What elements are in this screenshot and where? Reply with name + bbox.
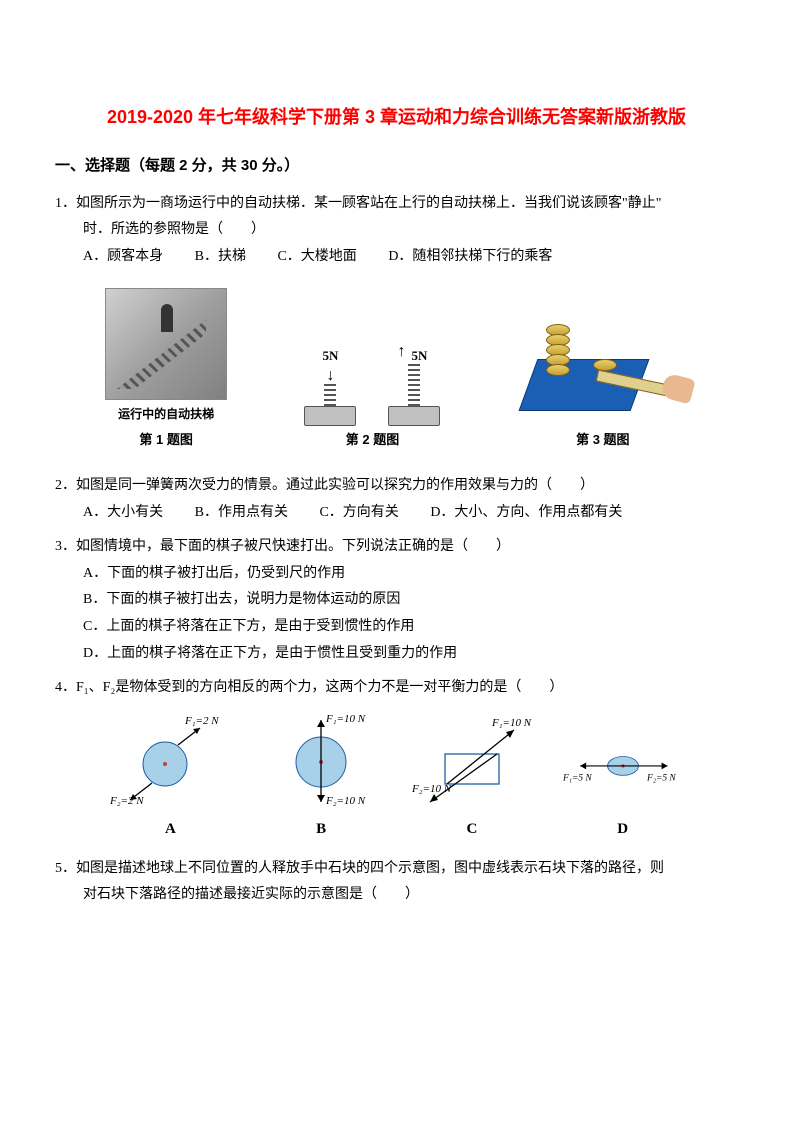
q2-opt-d: D．大小、方向、作用点都有关: [430, 505, 622, 520]
q3-opt-c: C．上面的棋子将落在正下方，是由于受到惯性的作用: [55, 614, 738, 641]
svg-text:F₂=5 N: F₂=5 N: [646, 773, 676, 783]
q4-label-b: B: [261, 815, 381, 844]
svg-text:F₂=10 N: F₂=10 N: [325, 795, 366, 807]
q4-text: 4．F₁、F₂是物体受到的方向相反的两个力，这两个力不是一对平衡力的是（ ）: [55, 675, 738, 702]
q1-opt-a: A．顾客本身: [83, 249, 163, 264]
question-2: 2．如图是同一弹簧两次受力的情景。通过此实验可以探究力的作用效果与力的（ ） A…: [55, 473, 738, 526]
spring-base-1: [304, 406, 356, 426]
q3-opt-d: D．上面的棋子将落在正下方，是由于惯性且受到重力的作用: [55, 641, 738, 668]
question-1: 1．如图所示为一商场运行中的自动扶梯．某一顾客站在上行的自动扶梯上．当我们说该顾…: [55, 191, 738, 271]
force-diagram-d-icon: F₁=5 N F₂=5 N: [563, 712, 683, 807]
q1-line2: 时．所选的参照物是（ ）: [55, 217, 738, 244]
figure-2: 5N ↓ ↑ 5N 第 2 题图: [287, 326, 457, 453]
exam-page: 2019-2020 年七年级科学下册第 3 章运动和力综合训练无答案新版浙教版 …: [0, 0, 793, 1122]
q3-text: 3．如图情境中，最下面的棋子被尺快速打出。下列说法正确的是（ ）: [55, 534, 738, 561]
page-title: 2019-2020 年七年级科学下册第 3 章运动和力综合训练无答案新版浙教版: [55, 100, 738, 134]
q4-label-c: C: [412, 815, 532, 844]
q4-diagram-a: F₁=2 N F₂=2 N A: [110, 712, 230, 844]
fig1-label: 第 1 题图: [105, 428, 227, 453]
q2-options: A．大小有关 B．作用点有关 C．方向有关 D．大小、方向、作用点都有关: [55, 500, 738, 527]
question-3: 3．如图情境中，最下面的棋子被尺快速打出。下列说法正确的是（ ） A．下面的棋子…: [55, 534, 738, 667]
q4-diagrams: F₁=2 N F₂=2 N A F₁=10 N F₂=10 N: [95, 712, 698, 844]
q3-opt-a: A．下面的棋子被打出后，仍受到尺的作用: [55, 561, 738, 588]
q5-line1: 5．如图是描述地球上不同位置的人释放手中石块的四个示意图，图中虚线表示石块下落的…: [55, 856, 738, 883]
section-1-header: 一、选择题（每题 2 分，共 30 分。）: [55, 152, 738, 181]
question-4: 4．F₁、F₂是物体受到的方向相反的两个力，这两个力不是一对平衡力的是（ ） F…: [55, 675, 738, 844]
q1-opt-d: D．随相邻扶梯下行的乘客: [388, 249, 552, 264]
q2-opt-b: B．作用点有关: [195, 505, 288, 520]
fig2-force-1: 5N: [295, 344, 365, 369]
arrow-down-icon: ↓: [295, 368, 365, 384]
force-diagram-b-icon: F₁=10 N F₂=10 N: [261, 712, 381, 807]
chess-piece-icon: [546, 364, 570, 376]
q4-diagram-c: F₁=10 N F₂=10 N C: [412, 712, 532, 844]
question-5: 5．如图是描述地球上不同位置的人释放手中石块的四个示意图，图中虚线表示石块下落的…: [55, 856, 738, 909]
hand-icon: [660, 373, 695, 405]
svg-text:F₁=10 N: F₁=10 N: [491, 717, 532, 729]
q2-opt-a: A．大小有关: [83, 505, 163, 520]
spring-base-2: [388, 406, 440, 426]
fig2-force-2: 5N: [411, 344, 427, 369]
q5-line2: 对石块下落路径的描述最接近实际的示意图是（ ）: [55, 882, 738, 909]
spring-diagram: 5N ↓ ↑ 5N: [287, 326, 457, 426]
figure-3: 第 3 题图: [518, 326, 688, 453]
q4-diagram-b: F₁=10 N F₂=10 N B: [261, 712, 381, 844]
svg-text:F₂=10 N: F₂=10 N: [412, 783, 452, 795]
q2-text: 2．如图是同一弹簧两次受力的情景。通过此实验可以探究力的作用效果与力的（ ）: [55, 473, 738, 500]
figure-1: 运行中的自动扶梯 第 1 题图: [105, 288, 227, 452]
fig3-label: 第 3 题图: [518, 428, 688, 453]
svg-text:F₂=2 N: F₂=2 N: [110, 795, 144, 807]
spring-coil-short: [324, 384, 336, 406]
force-diagram-c-icon: F₁=10 N F₂=10 N: [412, 712, 532, 807]
q2-opt-c: C．方向有关: [319, 505, 398, 520]
q4-label-d: D: [563, 815, 683, 844]
q1-options: A．顾客本身 B．扶梯 C．大楼地面 D．随相邻扶梯下行的乘客: [55, 244, 738, 271]
fig2-label: 第 2 题图: [287, 428, 457, 453]
q4-diagram-d: F₁=5 N F₂=5 N D: [563, 712, 683, 844]
arrow-up-icon: ↑: [397, 344, 405, 360]
q4-label-a: A: [110, 815, 230, 844]
escalator-icon: [105, 288, 227, 400]
svg-text:F₁=10 N: F₁=10 N: [325, 713, 366, 725]
chess-diagram: [518, 326, 688, 426]
q1-opt-c: C．大楼地面: [277, 249, 356, 264]
q3-opt-b: B．下面的棋子被打出去，说明力是物体运动的原因: [55, 587, 738, 614]
svg-text:F₁=2 N: F₁=2 N: [184, 715, 219, 727]
chess-stack: [546, 326, 570, 376]
q1-opt-b: B．扶梯: [195, 249, 246, 264]
svg-text:F₁=5 N: F₁=5 N: [563, 773, 592, 783]
q1-line1: 1．如图所示为一商场运行中的自动扶梯．某一顾客站在上行的自动扶梯上．当我们说该顾…: [55, 191, 738, 218]
figures-row-1: 运行中的自动扶梯 第 1 题图 5N ↓ ↑ 5N: [75, 288, 718, 452]
force-diagram-a-icon: F₁=2 N F₂=2 N: [110, 712, 230, 807]
fig1-caption: 运行中的自动扶梯: [105, 403, 227, 426]
